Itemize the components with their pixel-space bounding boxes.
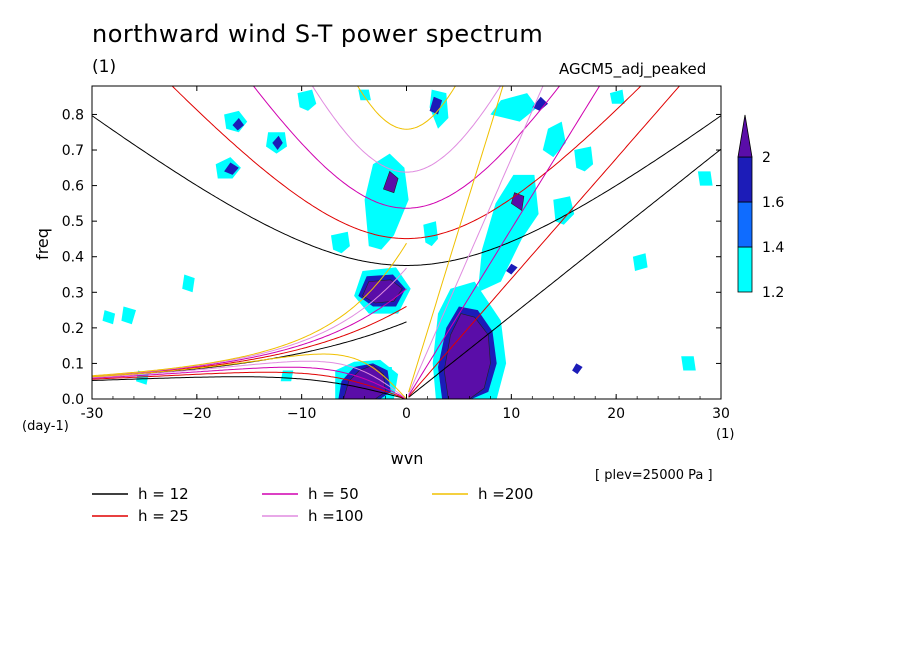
power-region [224, 162, 239, 175]
y-tick-label: 0.8 [62, 107, 84, 123]
legend-label-h12: h = 12 [138, 485, 189, 503]
dispersion-curve-h50 [408, 86, 601, 396]
power-region [362, 279, 403, 304]
y-axis-label: freq [33, 228, 52, 260]
power-region [574, 146, 594, 172]
dispersion-curve-h12 [408, 148, 721, 398]
power-region [632, 253, 648, 271]
power-region [121, 306, 136, 325]
colorbar-label: 1.2 [762, 285, 784, 301]
power-region [506, 263, 518, 275]
y-tick-label: 0.5 [62, 214, 84, 230]
dispersion-curve-h200 [357, 86, 456, 130]
power-region [423, 221, 438, 247]
power-region [542, 121, 566, 158]
dispersion-curve-h12 [92, 376, 407, 399]
y-tick-label: 0.7 [62, 143, 84, 159]
colorbar-label: 1.6 [762, 195, 784, 211]
power-region [553, 196, 575, 225]
legend: h = 12 h = 25 h = 50 h =100 h =200 [92, 485, 533, 525]
power-region [364, 153, 409, 250]
power-region [510, 192, 525, 212]
legend-label-h200: h =200 [478, 485, 533, 503]
dispersion-curve-h50 [252, 86, 561, 209]
power-region [224, 110, 248, 133]
power-regions [102, 89, 713, 399]
power-region [358, 89, 371, 101]
y-tick-label: 0.3 [62, 285, 84, 301]
colorbar-segment [737, 246, 753, 293]
pressure-level: [ plev=25000 Pa ] [595, 468, 713, 483]
model-name: AGCM5_adj_peaked [559, 60, 707, 78]
dispersion-curve-h100 [311, 86, 502, 173]
y-tick-label: 0.6 [62, 179, 84, 195]
x-tick-label: 20 [607, 406, 625, 422]
y-tick-label: 0.0 [62, 392, 84, 408]
x-axis-label: wvn [391, 449, 424, 468]
dispersion-curve-h200 [92, 353, 407, 399]
legend-label-h50: h = 50 [308, 485, 359, 503]
dispersion-curve-h25 [171, 86, 642, 240]
power-region [697, 171, 713, 186]
power-region [272, 135, 283, 150]
axis-labels: wvn freq (day-1) (1) [22, 228, 734, 468]
x-tick-label: 30 [712, 406, 730, 422]
x-unit-label: (1) [716, 427, 734, 442]
legend-label-h25: h = 25 [138, 507, 189, 525]
units-label: (1) [92, 57, 117, 77]
power-region [182, 274, 195, 293]
colorbar: 1.2 1.4 1.6 2 [737, 114, 784, 301]
dispersion-curve-h100 [92, 360, 407, 399]
power-region [383, 170, 399, 194]
y-tick-label: 0.4 [62, 250, 84, 266]
plot-frame [91, 85, 722, 400]
x-tick-label: 10 [502, 406, 520, 422]
power-region [297, 89, 317, 111]
chart-title: northward wind S-T power spectrum [92, 20, 544, 48]
y-axis: 0.0 0.1 0.2 0.3 0.4 0.5 0.6 0.7 0.8 [62, 107, 721, 408]
y-tick-label: 0.1 [62, 356, 84, 372]
power-region [532, 96, 548, 111]
dispersion-curve-h100 [408, 86, 544, 395]
x-axis: -30 −20 −10 0 10 20 30 [81, 86, 730, 422]
dispersion-curve-h25 [92, 371, 407, 399]
power-region [331, 231, 350, 254]
y-tick-label: 0.2 [62, 321, 84, 337]
x-tick-label: −20 [182, 406, 212, 422]
dispersion-curve-h200 [408, 86, 504, 393]
power-region [102, 310, 116, 325]
dispersion-curves [92, 86, 721, 399]
colorbar-segment [737, 156, 753, 203]
colorbar-label: 2 [762, 150, 771, 166]
legend-label-h100: h =100 [308, 507, 363, 525]
power-region [681, 356, 696, 371]
colorbar-label: 1.4 [762, 240, 784, 256]
power-region [232, 118, 244, 131]
y-unit-label: (day-1) [22, 419, 69, 434]
colorbar-top-triangle [737, 114, 753, 158]
dispersion-curve-h25 [408, 86, 681, 397]
dispersion-curve-h200 [92, 242, 407, 377]
x-tick-label: −10 [287, 406, 317, 422]
dispersion-curve-h50 [92, 366, 407, 399]
x-tick-label: 0 [402, 406, 411, 422]
x-tick-label: -30 [81, 406, 104, 422]
dispersion-curve-h12 [92, 115, 721, 266]
power-region [490, 93, 538, 122]
power-region [609, 89, 625, 104]
colorbar-segment [737, 201, 753, 248]
power-region [572, 363, 583, 375]
